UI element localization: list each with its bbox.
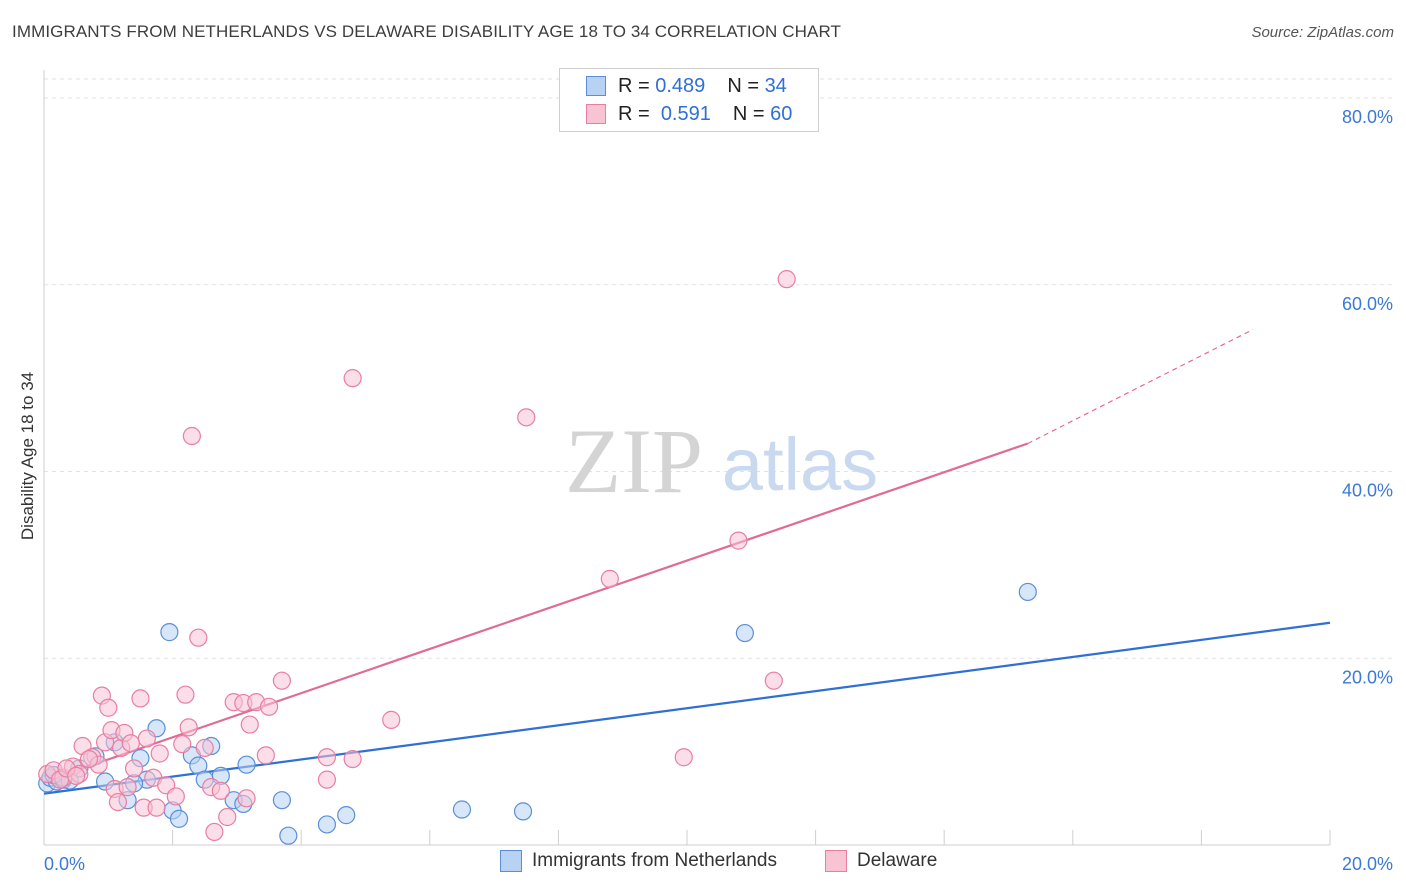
scatter-point-netherlands (279, 826, 298, 845)
scatter-point-netherlands (160, 623, 179, 642)
legend-swatch-delaware (586, 104, 606, 124)
bottom-legend-label-delaware: Delaware (857, 850, 938, 871)
scatter-point-delaware (272, 671, 292, 690)
legend-r-value-delaware: 0.591 (660, 102, 711, 125)
chart-title: IMMIGRANTS FROM NETHERLANDS VS DELAWARE … (12, 22, 841, 41)
scatter-point-delaware (121, 734, 140, 753)
legend: R = 0.489 N = 34 R = 0.591 N = 60 (559, 68, 819, 132)
y-tick-label-20: 20.0% (1342, 667, 1393, 687)
scatter-point-delaware (729, 531, 748, 550)
scatter-point-delaware (600, 569, 619, 588)
y-axis-label: Disability Age 18 to 34 (18, 371, 37, 541)
y-tick-label-40: 40.0% (1342, 481, 1393, 501)
scatter-point-delaware (777, 270, 796, 289)
legend-row-delaware: R = 0.591 N = 60 (586, 101, 792, 127)
scatter-point-delaware (240, 715, 259, 734)
scatter-point-delaware (166, 787, 185, 806)
tick-label-layer: 20.0% 40.0% 60.0% 80.0% 0.0% 20.0% (44, 107, 1393, 874)
scatter-point-delaware (343, 369, 362, 388)
scatter-point-delaware (205, 822, 224, 842)
bottom-legend-delaware: Delaware (825, 850, 937, 872)
x-tick-label-0: 0.0% (44, 854, 85, 874)
y-tick-label-60: 60.0% (1342, 294, 1393, 314)
legend-n-label: N = (732, 102, 765, 125)
bottom-legend-swatch-netherlands (500, 850, 522, 872)
scatter-point-delaware (256, 746, 275, 765)
scatter-point-netherlands (317, 815, 337, 834)
scatter-point-netherlands (452, 800, 472, 819)
scatter-point-netherlands (513, 802, 533, 821)
scatter-point-delaware (118, 778, 137, 797)
legend-r-label: R = (618, 74, 650, 97)
trendline-netherlands (43, 621, 1331, 795)
scatter-point-delaware (67, 766, 86, 786)
legend-r-value-netherlands: 0.489 (655, 74, 706, 97)
scatter-point-delaware (674, 748, 693, 767)
grid-layer (44, 78, 1392, 659)
x-tick-label-20: 20.0% (1342, 854, 1393, 874)
scatter-point-netherlands (272, 791, 292, 810)
y-tick-label-80: 80.0% (1342, 107, 1393, 127)
bottom-legend-swatch-delaware (825, 850, 847, 872)
scatter-point-delaware (317, 770, 337, 789)
scatter-point-delaware (195, 738, 214, 757)
scatter-point-delaware (99, 698, 118, 717)
scatter-point-delaware (179, 718, 198, 737)
points-layer (38, 270, 1037, 845)
scatter-point-delaware (764, 671, 783, 690)
scatter-point-delaware (382, 710, 401, 729)
scatter-point-delaware (147, 798, 166, 817)
trendline-delaware (43, 442, 1029, 783)
watermark-atlas: atlas (722, 423, 878, 506)
bottom-legend-label-netherlands: Immigrants from Netherlands (532, 850, 777, 871)
scatter-point-delaware (343, 749, 362, 769)
scatter-point-netherlands (1018, 582, 1037, 602)
scatter-point-delaware (259, 697, 279, 716)
axis-layer (43, 70, 1331, 846)
legend-n-value-netherlands: 34 (764, 74, 787, 97)
scatter-point-delaware (150, 744, 169, 763)
scatter-point-delaware (517, 408, 536, 427)
scatter-point-delaware (218, 807, 237, 827)
legend-row-netherlands: R = 0.489 N = 34 (586, 73, 787, 99)
scatter-point-delaware (211, 781, 230, 800)
scatter-point-delaware (317, 748, 337, 767)
scatter-point-delaware (176, 685, 195, 704)
trendline-delaware-extension (1027, 329, 1254, 445)
scatter-point-delaware (182, 426, 201, 446)
scatter-point-netherlands (237, 755, 256, 774)
scatter-point-netherlands (169, 809, 189, 828)
scatter-point-delaware (108, 792, 128, 812)
scatter-point-delaware (131, 689, 150, 708)
watermark: ZIP atlas (565, 410, 878, 512)
trend-layer (43, 329, 1331, 795)
scatter-point-delaware (124, 759, 144, 778)
scatter-point-netherlands (337, 806, 356, 825)
source-label: Source: ZipAtlas.com (1251, 24, 1394, 41)
scatter-point-delaware (237, 789, 256, 808)
legend-swatch-netherlands (586, 76, 606, 96)
legend-n-value-delaware: 60 (770, 102, 793, 125)
scatter-point-delaware (189, 628, 208, 647)
scatter-point-delaware (79, 749, 99, 769)
legend-n-label: N = (727, 74, 759, 97)
scatter-point-delaware (173, 735, 192, 754)
watermark-zip: ZIP (565, 410, 703, 512)
legend-r-label: R = (618, 102, 650, 125)
scatter-point-netherlands (735, 623, 754, 643)
scatter-point-delaware (137, 729, 156, 748)
bottom-legend-netherlands: Immigrants from Netherlands (500, 850, 777, 872)
